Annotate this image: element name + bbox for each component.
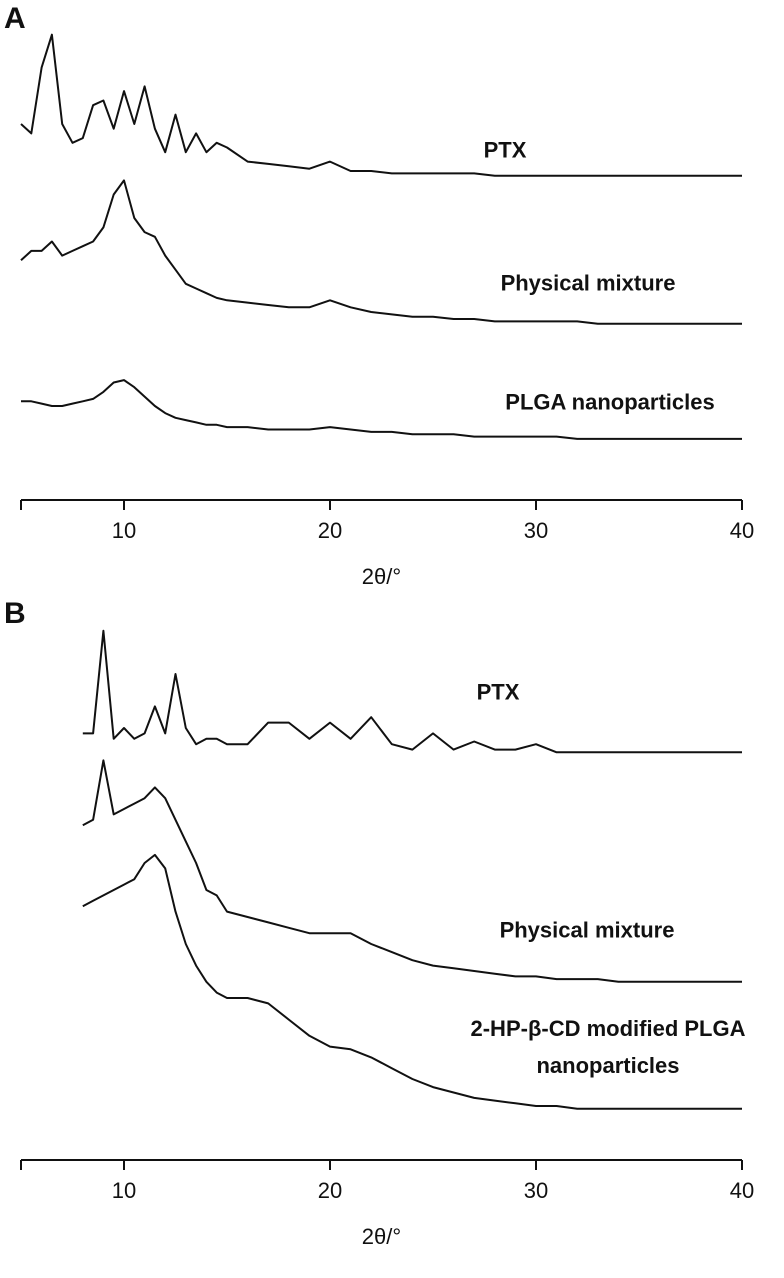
xrd-line [20, 179, 742, 325]
series-label: Physical mixture [500, 270, 676, 296]
xrd-line [82, 853, 742, 1110]
x-tick-label: 30 [524, 1178, 548, 1203]
series-label: Physical mixture [499, 917, 675, 943]
x-tick-label: 20 [318, 1178, 342, 1203]
x-tick-label: 40 [730, 1178, 754, 1203]
x-tick-label: 30 [524, 518, 548, 543]
x-axis-label: 2θ/° [362, 1224, 401, 1249]
series-label: PTX [483, 137, 527, 163]
x-tick-label: 40 [730, 518, 754, 543]
panel-label: A [4, 2, 26, 35]
x-tick-label: 10 [112, 1178, 136, 1203]
x-tick-label: 10 [112, 518, 136, 543]
xrd-line [82, 759, 742, 983]
x-tick-label: 20 [318, 518, 342, 543]
panel-label: B [4, 597, 26, 630]
series-label: PLGA nanoparticles [505, 389, 715, 415]
xrd-line [21, 379, 742, 440]
xrd-line [82, 629, 742, 754]
series-label: 2-HP-β-CD modified PLGA nanoparticles [470, 1016, 746, 1078]
series-label: PTX [476, 679, 520, 705]
xrd-line [20, 33, 742, 177]
x-axis-label: 2θ/° [362, 564, 401, 589]
